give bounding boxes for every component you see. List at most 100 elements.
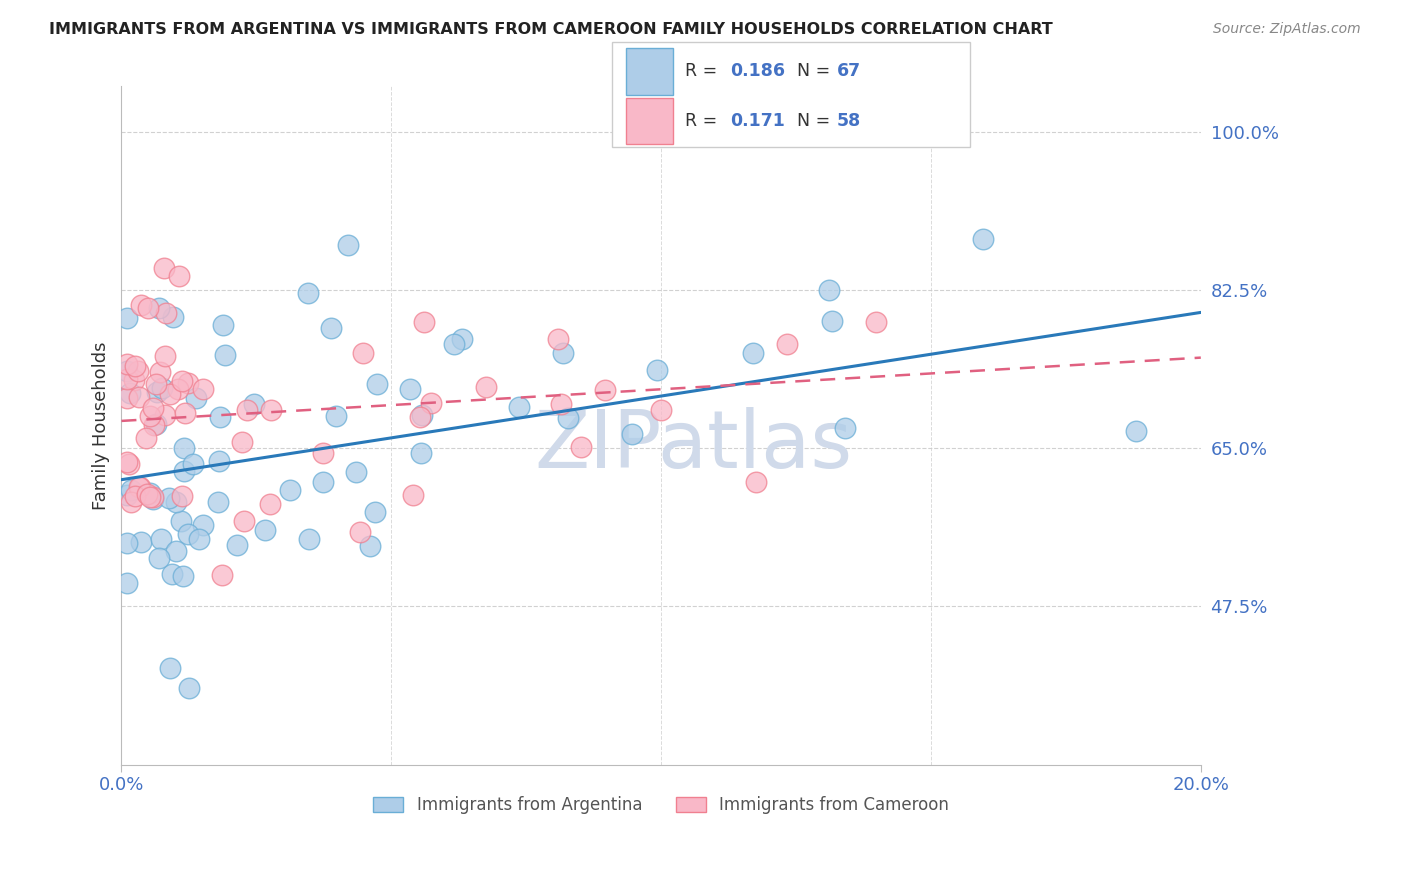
Point xyxy=(336,238,359,252)
Point xyxy=(413,315,436,329)
Point xyxy=(820,314,842,328)
Point xyxy=(142,491,165,506)
Point xyxy=(172,569,194,583)
Text: IMMIGRANTS FROM ARGENTINA VS IMMIGRANTS FROM CAMEROON FAMILY HOUSEHOLDS CORRELAT: IMMIGRANTS FROM ARGENTINA VS IMMIGRANTS … xyxy=(49,22,1053,37)
Point xyxy=(402,488,425,502)
Point xyxy=(155,306,177,320)
Point xyxy=(115,488,138,502)
Point xyxy=(593,383,616,397)
Point xyxy=(187,532,209,546)
Point xyxy=(776,337,799,351)
Point xyxy=(149,365,172,379)
Point xyxy=(364,505,387,519)
Point xyxy=(131,535,153,549)
Point xyxy=(115,535,138,549)
Point xyxy=(170,514,193,528)
Point xyxy=(352,346,374,360)
Point xyxy=(359,539,381,553)
Point xyxy=(136,487,159,501)
Point xyxy=(135,431,157,445)
Point xyxy=(298,533,321,547)
Point xyxy=(170,374,193,388)
Point xyxy=(162,310,184,325)
Point xyxy=(174,407,197,421)
Point xyxy=(177,681,200,695)
Point xyxy=(176,527,198,541)
Point xyxy=(208,409,231,424)
Point xyxy=(411,408,433,422)
Point xyxy=(865,315,887,329)
Point xyxy=(508,400,530,414)
Point xyxy=(547,332,569,346)
Point xyxy=(557,410,579,425)
Point xyxy=(312,475,335,489)
Point xyxy=(165,495,187,509)
Point xyxy=(115,455,138,469)
Text: 0.186: 0.186 xyxy=(730,62,785,80)
Point xyxy=(138,490,160,504)
Point xyxy=(212,318,235,332)
Point xyxy=(450,332,472,346)
Point xyxy=(972,232,994,246)
Point xyxy=(148,301,170,316)
Point xyxy=(409,446,432,460)
Point xyxy=(208,453,231,467)
Point xyxy=(167,268,190,283)
Point xyxy=(157,491,180,505)
Point xyxy=(153,408,176,422)
Point xyxy=(122,373,145,387)
Point xyxy=(172,489,194,503)
Point xyxy=(236,403,259,417)
Point xyxy=(620,427,643,442)
Point xyxy=(211,568,233,582)
Point xyxy=(118,458,141,472)
Point xyxy=(142,401,165,416)
Point xyxy=(254,523,277,537)
Point xyxy=(143,417,166,432)
Point xyxy=(650,402,672,417)
Point xyxy=(475,380,498,394)
Point xyxy=(136,301,159,316)
Point xyxy=(162,566,184,581)
Point xyxy=(115,311,138,326)
Point xyxy=(155,349,177,363)
Point xyxy=(834,421,856,435)
Point xyxy=(344,465,367,479)
Point xyxy=(159,387,181,401)
Point xyxy=(297,286,319,301)
Point xyxy=(551,345,574,359)
Point xyxy=(319,321,342,335)
Point xyxy=(259,402,281,417)
Point xyxy=(1125,424,1147,438)
Point xyxy=(159,661,181,675)
Point xyxy=(325,409,347,424)
Point xyxy=(226,538,249,552)
Point xyxy=(193,383,215,397)
Point xyxy=(177,376,200,390)
Point xyxy=(124,359,146,373)
Point xyxy=(173,441,195,455)
Point xyxy=(115,391,138,405)
Point xyxy=(129,480,152,494)
Point xyxy=(118,385,141,400)
Point xyxy=(232,514,254,528)
Point xyxy=(117,576,139,591)
Point xyxy=(312,446,335,460)
Point xyxy=(148,551,170,566)
Point xyxy=(149,532,172,546)
Point xyxy=(128,390,150,404)
Point xyxy=(214,348,236,362)
Point xyxy=(278,483,301,497)
Point xyxy=(129,298,152,312)
Point xyxy=(443,337,465,351)
Text: R =: R = xyxy=(685,112,723,130)
Point xyxy=(645,362,668,376)
Point xyxy=(550,397,572,411)
Point xyxy=(184,391,207,405)
Point xyxy=(120,495,142,509)
Point xyxy=(745,475,768,490)
Text: R =: R = xyxy=(685,62,723,80)
Point xyxy=(409,409,432,424)
Point xyxy=(167,382,190,396)
Legend: Immigrants from Argentina, Immigrants from Cameroon: Immigrants from Argentina, Immigrants fr… xyxy=(374,796,949,814)
